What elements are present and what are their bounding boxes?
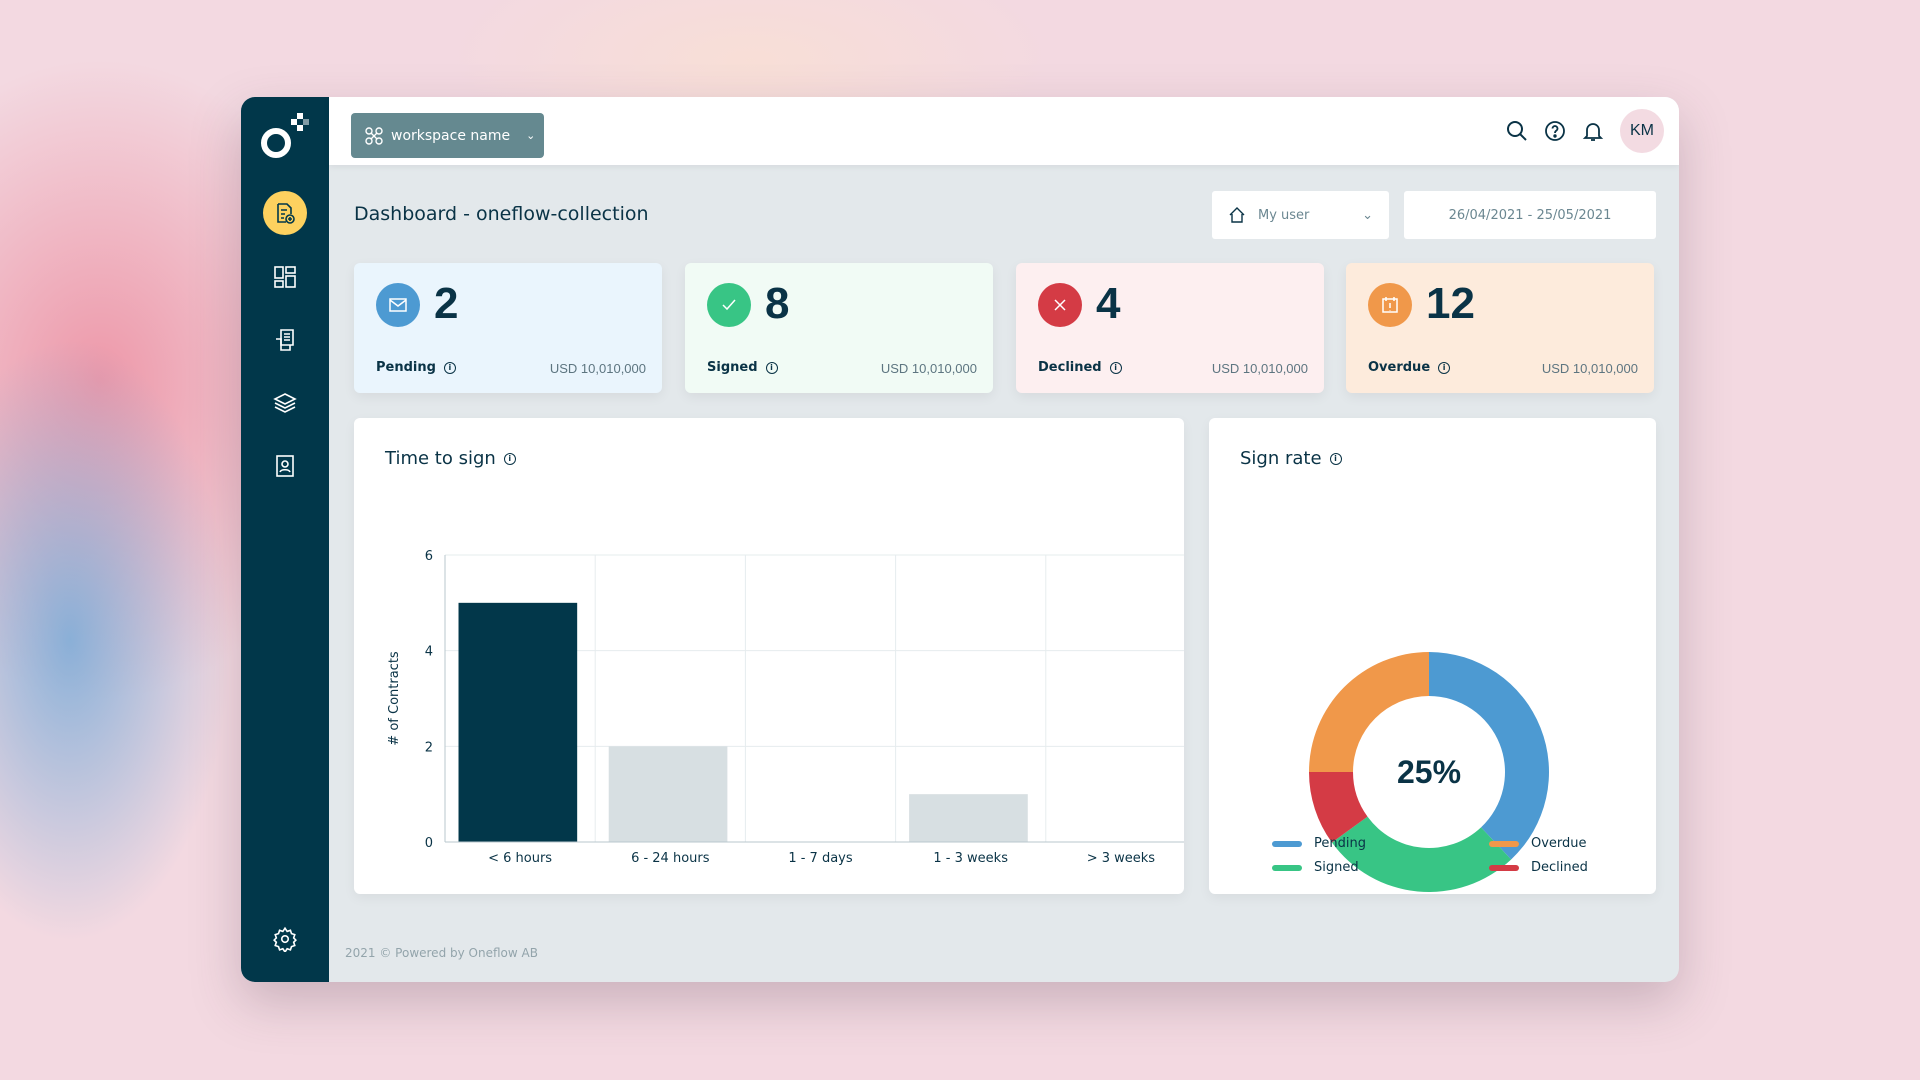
stat-count: 2 (434, 279, 459, 328)
home-icon (1229, 207, 1245, 223)
sidebar (241, 97, 329, 982)
stat-card-signed[interactable]: 8 Signed i USD 10,010,000 (685, 263, 993, 393)
y-tick-label: 2 (425, 740, 433, 755)
donut-slice-overdue[interactable] (1309, 652, 1429, 772)
legend-label: Declined (1531, 860, 1588, 875)
help-icon[interactable] (1543, 119, 1567, 143)
chevron-down-icon: ⌄ (526, 129, 536, 142)
panel-title: Time to sign (385, 448, 496, 469)
x-tick-label: > 3 weeks (1087, 851, 1156, 866)
sign-rate-panel: Sign rate i 25% Pending Overdue Signed Decli… (1209, 418, 1656, 894)
stat-card-pending[interactable]: 2 Pending i USD 10,010,000 (354, 263, 662, 393)
legend-item[interactable]: Pending (1272, 836, 1366, 851)
app-window: workspace name ⌄ KM Dashboard - oneflow-… (241, 97, 1679, 982)
avatar[interactable]: KM (1620, 109, 1664, 153)
bar[interactable] (458, 602, 578, 842)
y-tick-label: 4 (425, 645, 433, 660)
footer-text: 2021 © Powered by Oneflow AB (345, 946, 538, 960)
stat-label: Overdue (1368, 360, 1431, 375)
stat-card-overdue[interactable]: 12 Overdue i USD 10,010,000 (1346, 263, 1654, 393)
layers-icon[interactable] (263, 381, 307, 425)
bar[interactable] (909, 794, 1028, 842)
x-icon (1038, 283, 1082, 327)
legend-swatch (1272, 864, 1302, 871)
legend-swatch (1489, 840, 1519, 847)
y-tick-label: 6 (425, 549, 433, 564)
new-contract-icon[interactable] (263, 191, 307, 235)
y-axis-label: # of Contracts (387, 651, 402, 746)
info-icon[interactable]: i (443, 361, 456, 374)
stat-count: 4 (1096, 279, 1121, 328)
workspace-icon (365, 126, 383, 145)
donut-slice-declined[interactable] (1309, 772, 1368, 843)
bar[interactable] (608, 746, 728, 842)
donut-slice-signed[interactable] (1331, 816, 1512, 892)
check-icon (707, 283, 751, 327)
stat-count: 12 (1426, 279, 1475, 328)
address-book-icon[interactable] (263, 444, 307, 488)
calendar-alert-icon (1368, 283, 1412, 327)
page-title: Dashboard - oneflow-collection (354, 203, 649, 225)
legend-label: Pending (1314, 836, 1366, 851)
donut-slice-pending[interactable] (1429, 652, 1549, 860)
y-tick-label: 0 (425, 836, 433, 851)
x-tick-label: 1 - 7 days (788, 851, 853, 866)
info-icon[interactable]: i (1109, 361, 1122, 374)
legend-swatch (1272, 840, 1302, 847)
legend-label: Overdue (1531, 836, 1587, 851)
info-icon[interactable]: i (1329, 452, 1342, 465)
envelope-icon (376, 283, 420, 327)
date-range-picker[interactable]: 26/04/2021 - 25/05/2021 (1404, 191, 1656, 239)
top-bar: workspace name ⌄ KM (329, 97, 1679, 165)
stat-amount: USD 10,010,000 (880, 361, 977, 376)
workspace-name: workspace name (391, 127, 511, 144)
legend-item[interactable]: Overdue (1489, 836, 1587, 851)
legend-swatch (1489, 864, 1519, 871)
oneflow-logo[interactable] (259, 111, 311, 161)
stat-label: Signed (707, 360, 758, 375)
legend-label: Signed (1314, 860, 1359, 875)
settings-icon[interactable] (263, 917, 307, 961)
info-icon[interactable]: i (1438, 361, 1451, 374)
stat-card-declined[interactable]: 4 Declined i USD 10,010,000 (1016, 263, 1324, 393)
donut-chart: 25% (1309, 652, 1549, 892)
x-tick-label: < 6 hours (488, 851, 552, 866)
bar-chart: 0 2 4 6 < 6 hours 6 - 24 hours 1 - 7 days 1 - 3… (387, 549, 1184, 866)
dashboard-icon[interactable] (263, 255, 307, 299)
x-tick-label: 6 - 24 hours (631, 851, 710, 866)
search-icon[interactable] (1505, 119, 1529, 143)
legend-item[interactable]: Declined (1489, 860, 1588, 875)
stat-count: 8 (765, 279, 790, 328)
contracts-icon[interactable] (263, 318, 307, 362)
x-tick-label: 1 - 3 weeks (933, 851, 1008, 866)
user-filter-value: My user (1258, 207, 1310, 223)
bell-icon[interactable] (1581, 119, 1605, 143)
user-filter-dropdown[interactable]: My user ⌄ (1212, 191, 1389, 239)
stat-label: Pending (376, 360, 436, 375)
workspace-selector[interactable]: workspace name ⌄ (351, 113, 544, 158)
legend-item[interactable]: Signed (1272, 860, 1359, 875)
stat-amount: USD 10,010,000 (1541, 361, 1638, 376)
stat-amount: USD 10,010,000 (549, 361, 646, 376)
stat-amount: USD 10,010,000 (1211, 361, 1308, 376)
time-to-sign-panel: Time to sign i 0 2 4 6 < 6 hours 6 - 24 hours 1… (354, 418, 1184, 894)
chevron-down-icon: ⌄ (1362, 207, 1373, 223)
info-icon[interactable]: i (765, 361, 778, 374)
info-icon[interactable]: i (503, 452, 516, 465)
stat-label: Declined (1038, 360, 1102, 375)
panel-title: Sign rate (1240, 448, 1322, 469)
center-label: 25% (1397, 754, 1461, 790)
